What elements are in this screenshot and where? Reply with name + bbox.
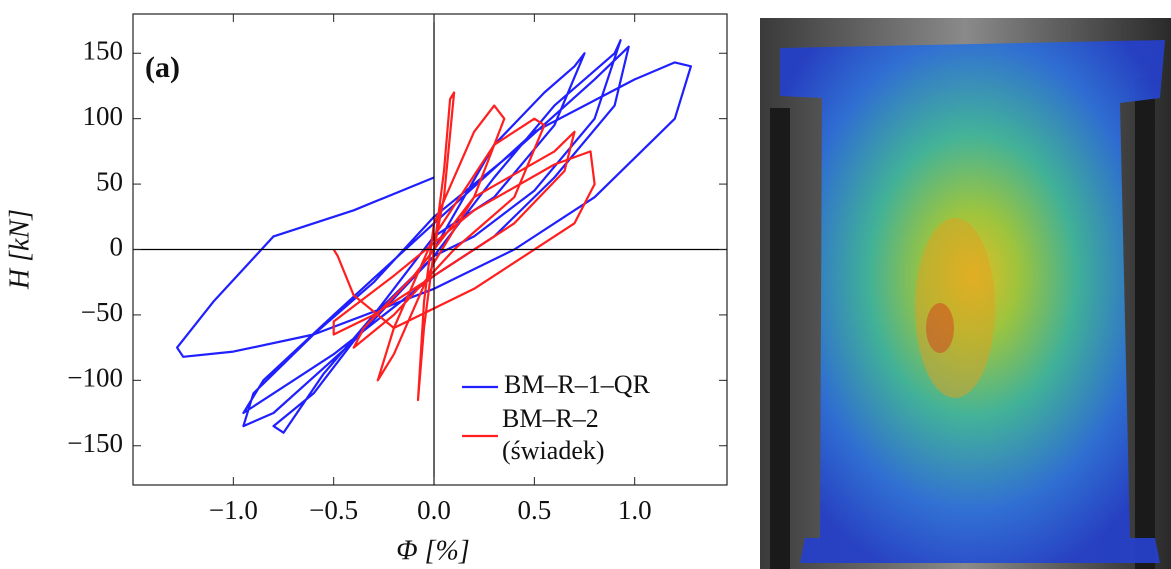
chart: (a) Φ [%] H [kN] −1.0 −0.5 0.0 0.5 1.0 −150 −1… (4, 13, 728, 566)
y-tick-label: 0 (110, 232, 124, 262)
photo (760, 18, 1171, 569)
strain-hotspot (926, 303, 954, 353)
photo-column (1135, 78, 1155, 569)
y-tick-label: −150 (67, 428, 123, 458)
x-tick-label: −1.0 (209, 495, 258, 525)
strain-hotspot (915, 218, 995, 398)
x-tick-label: −0.5 (309, 495, 358, 525)
y-tick-label: 50 (96, 166, 123, 196)
legend-label: BM–R–1–QR (504, 370, 651, 399)
x-tick-label: 1.0 (618, 495, 652, 525)
annotation: (a) (145, 51, 180, 84)
y-tick-label: 100 (83, 101, 124, 131)
x-axis-label: Φ [%] (396, 535, 469, 566)
y-tick-label: −100 (67, 363, 123, 393)
x-tick-label: 0.5 (517, 495, 551, 525)
y-tick-label: 150 (83, 35, 124, 65)
photo-column (770, 108, 790, 569)
y-axis-label: H [kN] (4, 209, 35, 290)
x-tick-label: 0.0 (417, 495, 451, 525)
legend-label: BM–R–2 (świadek) (502, 404, 605, 465)
y-tick-label: −50 (81, 297, 123, 327)
series-line (332, 91, 596, 402)
